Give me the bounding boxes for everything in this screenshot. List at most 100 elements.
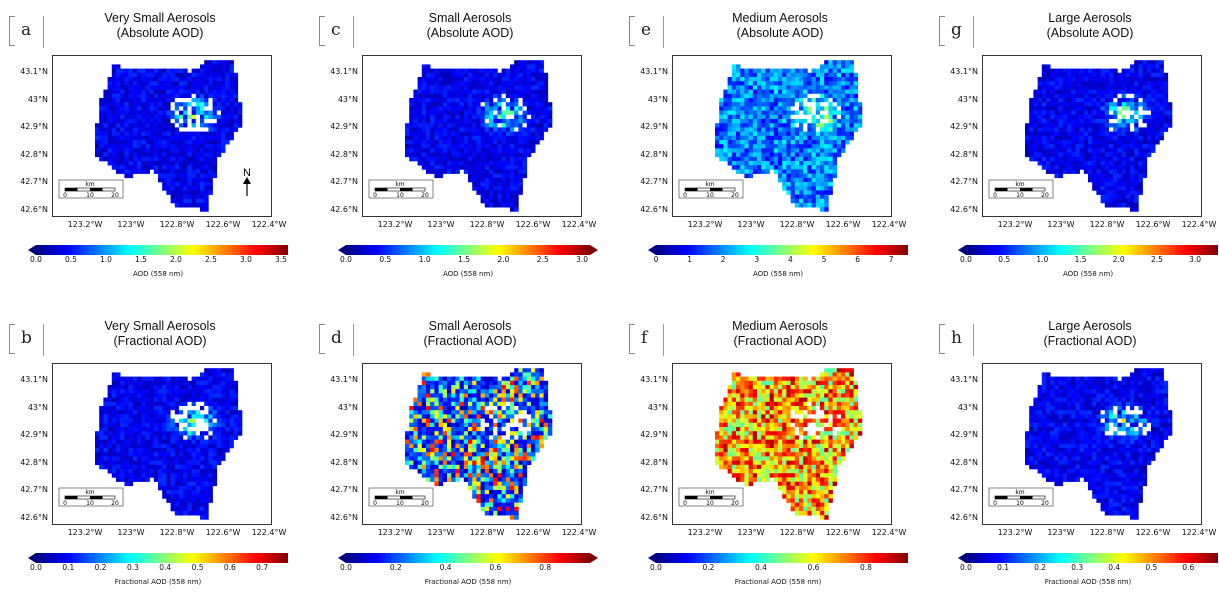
aod-cell — [221, 431, 226, 436]
aod-cell — [171, 456, 176, 461]
aod-cell — [531, 406, 536, 411]
aod-cell — [1071, 153, 1076, 158]
aod-cell — [166, 123, 171, 128]
aod-cell — [430, 414, 435, 419]
aod-cell — [187, 440, 192, 445]
aod-cell — [1071, 157, 1076, 162]
aod-cell — [786, 153, 791, 158]
aod-cell — [1101, 90, 1106, 95]
aod-cell — [1138, 60, 1143, 64]
aod-cell — [791, 178, 796, 183]
aod-cell — [158, 119, 163, 124]
aod-cell — [1071, 115, 1076, 120]
aod-cell — [1029, 148, 1034, 153]
aod-cell — [150, 69, 155, 74]
aod-cell — [1143, 64, 1148, 69]
aod-cell — [221, 385, 226, 390]
aod-cell — [791, 148, 796, 153]
aod-cell — [112, 123, 117, 128]
aod-cell — [1054, 85, 1059, 90]
aod-cell — [1134, 169, 1139, 174]
aod-cell — [1096, 165, 1101, 170]
aod-cell — [531, 64, 536, 69]
aod-cell — [518, 111, 523, 116]
aod-cell — [204, 377, 209, 382]
aod-cell — [108, 90, 113, 95]
aod-cell — [1088, 165, 1093, 170]
x-tick-label: 122.6°W — [508, 220, 558, 229]
aod-cell — [841, 115, 846, 120]
aod-cell — [472, 165, 477, 170]
aod-cell — [799, 69, 804, 74]
aod-cell — [183, 419, 188, 424]
aod-cell — [770, 132, 775, 137]
aod-cell — [539, 85, 544, 90]
aod-cell — [1122, 165, 1127, 170]
aod-cell — [749, 94, 754, 99]
aod-cell — [443, 161, 448, 166]
aod-cell — [812, 98, 817, 103]
aod-cell — [196, 115, 201, 120]
aod-cell — [833, 73, 838, 78]
aod-cell — [1151, 81, 1156, 86]
aod-cell — [539, 119, 544, 124]
aod-cell — [187, 140, 192, 145]
panel-title-line1: Medium Aerosols — [680, 11, 880, 26]
aod-cell — [531, 77, 536, 82]
aod-cell — [166, 498, 171, 503]
aod-cell — [510, 186, 515, 191]
aod-cell — [824, 106, 829, 111]
aod-cell — [824, 64, 829, 69]
aod-cell — [468, 406, 473, 411]
aod-cell — [828, 153, 833, 158]
aod-cell — [1071, 119, 1076, 124]
colorbar-tick-label: 3.0 — [567, 255, 597, 264]
aod-cell — [506, 190, 511, 195]
aod-cell — [782, 98, 787, 103]
aod-cell — [782, 182, 787, 187]
aod-cell — [141, 123, 146, 128]
aod-cell — [129, 461, 134, 466]
aod-cell — [544, 102, 549, 107]
aod-cell — [141, 169, 146, 174]
aod-cell — [1155, 115, 1160, 120]
aod-cell — [761, 73, 766, 78]
aod-cell — [1092, 169, 1097, 174]
aod-cell — [761, 81, 766, 86]
aod-cell — [807, 186, 812, 191]
aod-cell — [225, 64, 230, 69]
aod-cell — [539, 94, 544, 99]
aod-cell — [493, 195, 498, 200]
aod-cell — [845, 119, 850, 124]
aod-cell — [166, 161, 171, 166]
aod-cell — [510, 77, 515, 82]
aod-cell — [523, 398, 528, 403]
aod-cell — [221, 448, 226, 453]
aod-cell — [740, 85, 745, 90]
aod-cell — [514, 123, 519, 128]
aod-cell — [171, 419, 176, 424]
aod-cell — [791, 119, 796, 124]
aod-cell — [418, 90, 423, 95]
x-tick-label: 122.4°W — [244, 220, 294, 229]
aod-cell — [493, 186, 498, 191]
scale-bar-seg1 — [65, 496, 78, 499]
aod-cell — [150, 402, 155, 407]
aod-cell — [196, 431, 201, 436]
aod-cell — [120, 165, 125, 170]
aod-cell — [204, 195, 209, 200]
aod-cell — [481, 85, 486, 90]
aod-cell — [196, 77, 201, 82]
aod-cell — [782, 85, 787, 90]
aod-cell — [849, 111, 854, 116]
aod-cell — [1138, 157, 1143, 162]
aod-cell — [795, 77, 800, 82]
aod-cell — [828, 127, 833, 131]
aod-cell — [1105, 190, 1110, 195]
aod-cell — [434, 169, 439, 174]
aod-cell — [464, 148, 469, 153]
aod-cell — [430, 69, 435, 74]
aod-cell — [753, 94, 758, 99]
scale-bar-seg2 — [710, 188, 723, 191]
aod-cell — [812, 161, 817, 166]
